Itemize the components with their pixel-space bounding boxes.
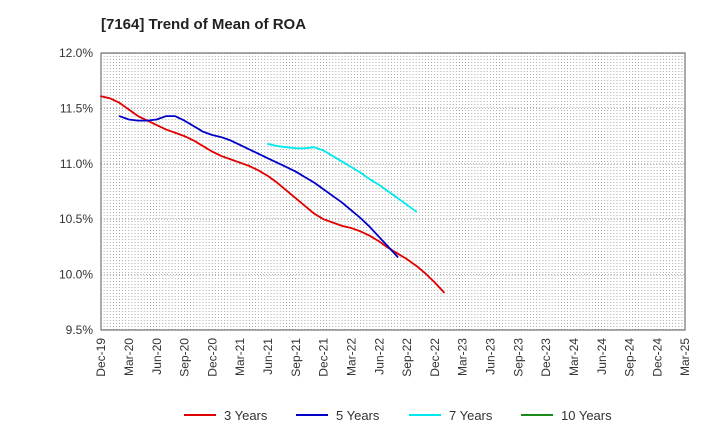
chart-title: [7164] Trend of Mean of ROA xyxy=(101,16,306,33)
x-tick-label: Mar-25 xyxy=(678,338,692,376)
legend-item-10-years-label: 10 Years xyxy=(561,408,612,423)
legend-item-5-years-label: 5 Years xyxy=(336,408,380,423)
series-line-5-years xyxy=(118,115,399,258)
y-tick-label: 12.0% xyxy=(59,46,93,60)
x-tick-label: Dec-24 xyxy=(650,338,664,377)
x-tick-label: Jun-23 xyxy=(484,338,498,375)
legend-item-3-years-label: 3 Years xyxy=(224,408,268,423)
plot-area: 9.5% 10.0% 10.5% 11.0% 11.5% 12.0% Dec-19 Mar-2… xyxy=(59,46,692,377)
series-line-7-years xyxy=(266,142,418,213)
x-tick-label: Sep-22 xyxy=(400,338,414,377)
x-tick-label: Dec-19 xyxy=(94,338,108,377)
x-tick-label: Mar-22 xyxy=(344,338,358,376)
x-tick-label: Sep-23 xyxy=(511,338,525,377)
x-tick-label: Mar-21 xyxy=(233,338,247,376)
y-tick-label: 11.0% xyxy=(60,157,93,171)
x-tick-label: Mar-23 xyxy=(456,338,470,376)
series-line-3-years xyxy=(100,95,445,294)
x-tick-label: Jun-21 xyxy=(261,338,275,375)
legend-item-7-years-label: 7 Years xyxy=(449,408,493,423)
x-tick-label: Sep-20 xyxy=(178,338,192,377)
x-tick-label: Dec-22 xyxy=(428,338,442,377)
x-tick-label: Mar-24 xyxy=(567,338,581,376)
x-tick-label: Jun-22 xyxy=(372,338,386,375)
x-tick-label: Sep-21 xyxy=(289,338,303,377)
x-tick-label: Dec-23 xyxy=(539,338,553,377)
y-tick-label: 11.5% xyxy=(60,101,93,115)
x-tick-label: Dec-20 xyxy=(205,338,219,377)
y-tick-label: 10.5% xyxy=(59,212,93,226)
plot-frame xyxy=(100,52,686,331)
y-tick-label: 9.5% xyxy=(66,323,94,337)
x-tick-label: Mar-20 xyxy=(122,338,136,376)
y-tick-label: 10.0% xyxy=(59,268,93,282)
x-tick-label: Dec-21 xyxy=(317,338,331,377)
x-tick-label: Jun-24 xyxy=(595,338,609,375)
x-tick-label: Jun-20 xyxy=(150,338,164,375)
x-tick-label: Sep-24 xyxy=(623,338,637,377)
legend: 3 Years 5 Years 7 Years 10 Years xyxy=(184,408,612,423)
